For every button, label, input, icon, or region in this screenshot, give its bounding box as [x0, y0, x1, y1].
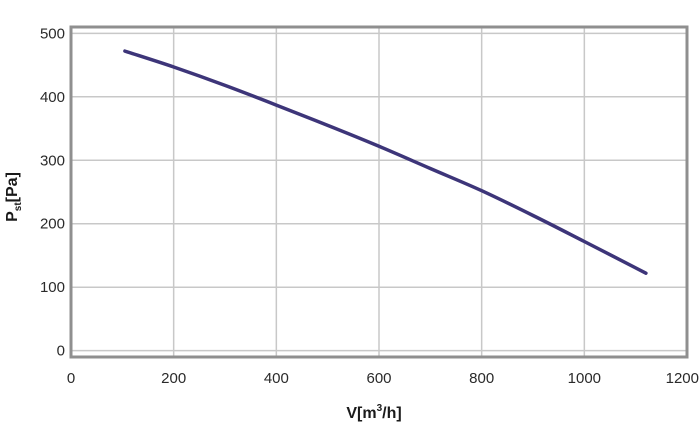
x-tick-label: 1200 — [666, 370, 699, 387]
y-axis-label-tail: [Pa] — [4, 172, 21, 202]
y-tick-label: 100 — [40, 279, 65, 296]
x-axis-label: V[m3/h] — [346, 403, 401, 422]
y-tick-label: 0 — [57, 343, 65, 360]
x-tick-label: 1000 — [568, 370, 601, 387]
x-tick-labels: 0 200 400 600 800 1000 1200 — [67, 370, 699, 387]
x-tick-label: 600 — [366, 370, 391, 387]
x-tick-label: 400 — [264, 370, 289, 387]
x-axis-label-sup: 3 — [377, 403, 383, 414]
plot-frame — [69, 25, 689, 359]
y-axis-label: Pst[Pa] — [4, 172, 24, 222]
y-tick-label: 500 — [40, 25, 65, 42]
grid — [71, 27, 687, 357]
y-tick-label: 200 — [40, 216, 65, 233]
x-tick-label: 200 — [161, 370, 186, 387]
x-axis-label-main: V[m — [346, 405, 376, 422]
x-axis-label-tail: /h] — [382, 405, 402, 422]
y-tick-labels: 0 100 200 300 400 500 — [40, 25, 65, 359]
y-tick-label: 400 — [40, 89, 65, 106]
x-tick-label: 0 — [67, 370, 75, 387]
y-axis-label-main: P — [4, 211, 21, 222]
y-axis-label-sub: st — [13, 202, 24, 212]
x-tick-label: 800 — [469, 370, 494, 387]
series-layer — [123, 49, 648, 275]
series-line — [123, 49, 648, 275]
y-tick-label: 300 — [40, 152, 65, 169]
